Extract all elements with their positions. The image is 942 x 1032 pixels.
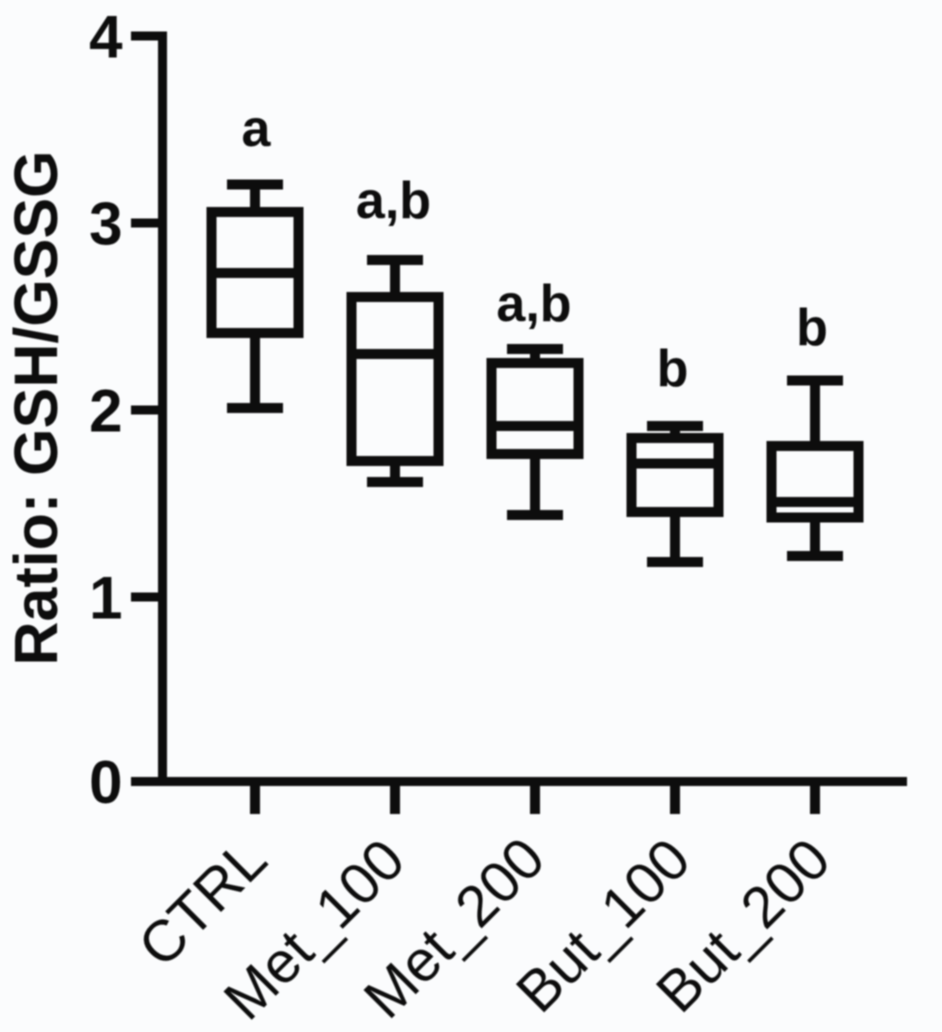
svg-text:a: a [242,100,272,158]
svg-text:0: 0 [89,749,122,816]
svg-text:4: 4 [89,4,123,71]
svg-text:b: b [796,299,828,357]
svg-text:b: b [657,340,689,398]
svg-text:Ratio: GSH/GSSG: Ratio: GSH/GSSG [2,150,70,665]
svg-text:a,b: a,b [496,275,571,333]
svg-text:1: 1 [89,565,122,632]
svg-text:2: 2 [89,378,122,445]
svg-text:a,b: a,b [356,172,431,230]
svg-text:3: 3 [89,191,122,258]
